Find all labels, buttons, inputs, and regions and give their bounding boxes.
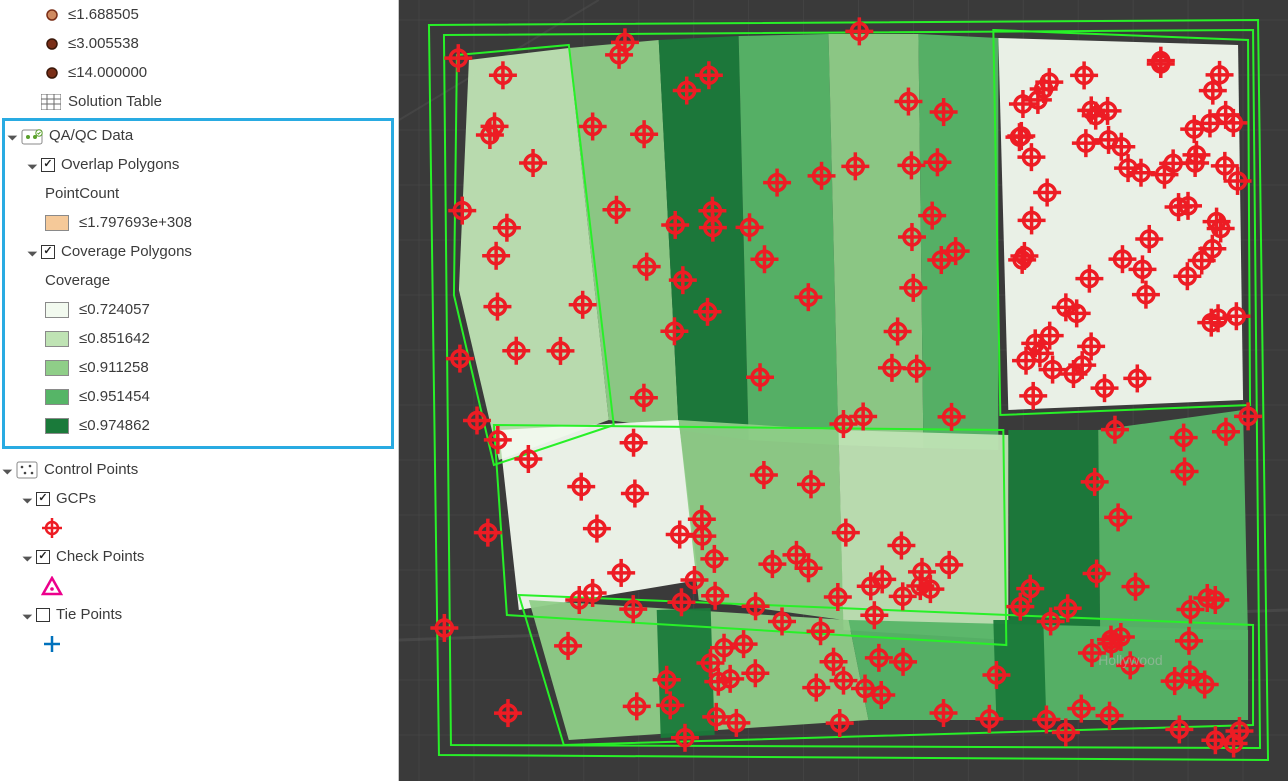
layer-checkbox[interactable]	[41, 158, 55, 172]
class-swatch	[45, 360, 69, 376]
expand-toggle-icon[interactable]	[20, 551, 34, 563]
qaqc-group-row[interactable]: QA/QC Data	[5, 121, 391, 150]
tie-points-row[interactable]: Tie Points	[0, 600, 398, 629]
overlap-class-row: ≤1.797693e+308	[5, 208, 391, 237]
layer-checkbox[interactable]	[36, 608, 50, 622]
solution-table-item[interactable]: Solution Table	[0, 87, 398, 116]
check-points-row[interactable]: Check Points	[0, 542, 398, 571]
class-swatch	[45, 389, 69, 405]
control-points-group-icon	[16, 461, 38, 479]
residual-class-label: ≤1.688505	[68, 6, 139, 23]
expand-toggle-icon[interactable]	[25, 159, 39, 171]
qaqc-highlight-box: QA/QC Data Overlap Polygons PointCount ≤…	[2, 118, 394, 449]
expand-toggle-icon[interactable]	[5, 130, 19, 142]
svg-text:Hollywood: Hollywood	[1098, 652, 1162, 668]
gcp-marker-icon	[40, 517, 64, 539]
class-swatch	[45, 215, 69, 231]
class-label: ≤0.724057	[79, 301, 150, 318]
residual-class-label: ≤3.005538	[68, 35, 139, 52]
layer-checkbox[interactable]	[36, 492, 50, 506]
coverage-polygons-row[interactable]: Coverage Polygons	[5, 237, 391, 266]
coverage-class-row: ≤0.974862	[5, 411, 391, 440]
gcps-symbol-row	[0, 513, 398, 542]
class-swatch	[45, 418, 69, 434]
coverage-class-row: ≤0.951454	[5, 382, 391, 411]
residual-class-row: ≤1.688505	[0, 0, 398, 29]
checkpoint-marker-icon	[40, 576, 64, 596]
check-points-label: Check Points	[56, 548, 144, 565]
layer-tree: ≤1.688505 ≤3.005538 ≤14.000000 Solution Ta…	[0, 0, 398, 658]
residual-bullet-icon	[40, 8, 64, 22]
coverage-class-row: ≤0.911258	[5, 353, 391, 382]
class-swatch	[45, 331, 69, 347]
control-points-group-label: Control Points	[44, 461, 138, 478]
class-label: ≤1.797693e+308	[79, 214, 192, 231]
tie-points-symbol-row	[0, 629, 398, 658]
qaqc-group-icon	[21, 127, 43, 145]
coverage-field-label: Coverage	[45, 272, 110, 289]
class-swatch	[45, 302, 69, 318]
residual-bullet-icon	[40, 66, 64, 80]
overlap-polygons-label: Overlap Polygons	[61, 156, 179, 173]
map-canvas[interactable]: Hollywood	[399, 0, 1288, 781]
coverage-polygons-label: Coverage Polygons	[61, 243, 192, 260]
overlap-polygons-row[interactable]: Overlap Polygons	[5, 150, 391, 179]
expand-toggle-icon[interactable]	[20, 493, 34, 505]
expand-toggle-icon[interactable]	[0, 464, 14, 476]
residual-bullet-icon	[40, 37, 64, 51]
class-label: ≤0.974862	[79, 417, 150, 434]
control-points-group-row[interactable]: Control Points	[0, 455, 398, 484]
layer-checkbox[interactable]	[36, 550, 50, 564]
overlap-field-row: PointCount	[5, 179, 391, 208]
layer-toc-panel: ≤1.688505 ≤3.005538 ≤14.000000 Solution Ta…	[0, 0, 398, 781]
coverage-class-row: ≤0.724057	[5, 295, 391, 324]
residual-class-row: ≤3.005538	[0, 29, 398, 58]
gcps-row[interactable]: GCPs	[0, 484, 398, 513]
map-view[interactable]: Hollywood	[398, 0, 1288, 781]
class-label: ≤0.911258	[79, 359, 149, 376]
residual-class-row: ≤14.000000	[0, 58, 398, 87]
residual-class-label: ≤14.000000	[68, 64, 147, 81]
qaqc-group-label: QA/QC Data	[49, 127, 133, 144]
check-points-symbol-row	[0, 571, 398, 600]
coverage-field-row: Coverage	[5, 266, 391, 295]
tiepoint-marker-icon	[40, 635, 64, 653]
class-label: ≤0.951454	[79, 388, 150, 405]
overlap-field-label: PointCount	[45, 185, 119, 202]
table-icon	[40, 93, 62, 111]
layer-checkbox[interactable]	[41, 245, 55, 259]
coverage-class-row: ≤0.851642	[5, 324, 391, 353]
class-label: ≤0.851642	[79, 330, 150, 347]
gcps-label: GCPs	[56, 490, 96, 507]
solution-table-label: Solution Table	[68, 93, 162, 110]
expand-toggle-icon[interactable]	[25, 246, 39, 258]
expand-toggle-icon[interactable]	[20, 609, 34, 621]
tie-points-label: Tie Points	[56, 606, 122, 623]
